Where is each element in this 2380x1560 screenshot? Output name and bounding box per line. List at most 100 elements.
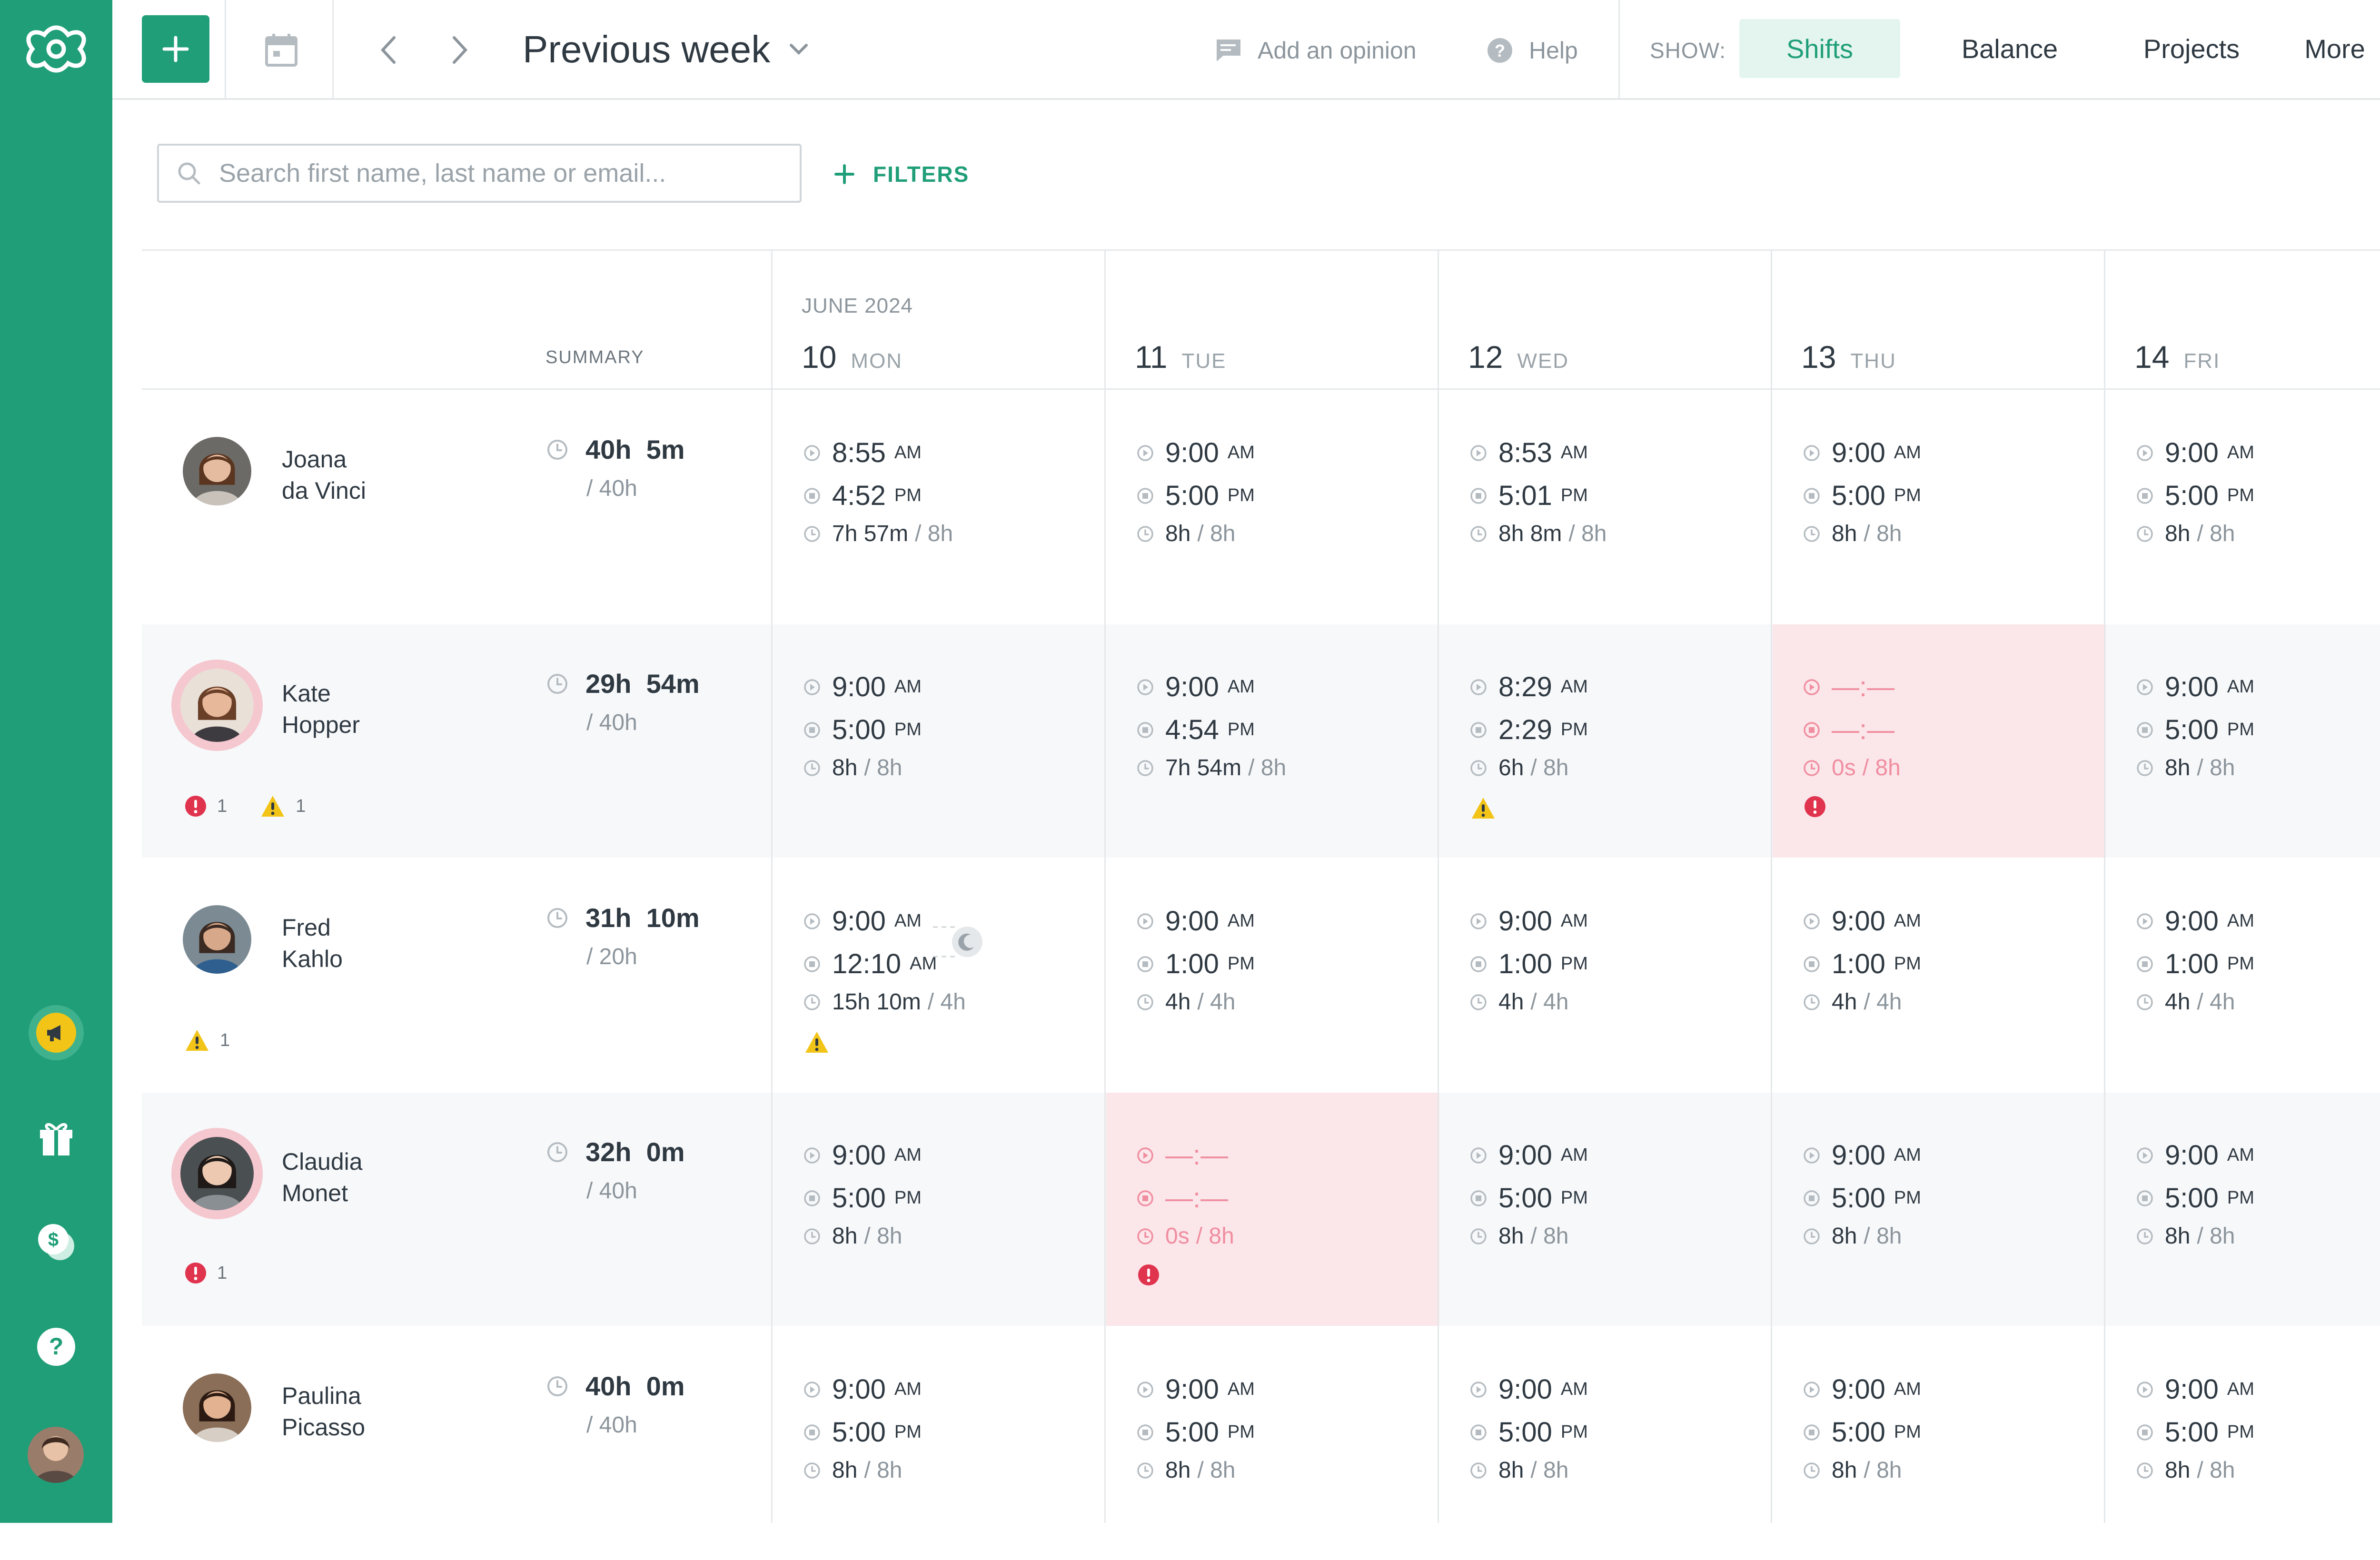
clock-in-icon: [1137, 913, 1153, 929]
shift-cell[interactable]: —:— —:— 0s/ 8h: [1106, 1093, 1439, 1326]
tab-projects[interactable]: Projects: [2143, 33, 2240, 64]
tab-more[interactable]: More: [2271, 19, 2380, 78]
gift-icon: [40, 1123, 72, 1155]
search-icon: [178, 162, 200, 185]
end-time: —:—: [1165, 1183, 1229, 1214]
warning-flag[interactable]: [804, 1030, 829, 1057]
clock-out-icon: [804, 956, 820, 972]
summary-hours: 29h: [585, 669, 632, 699]
add-opinion-button[interactable]: Add an opinion: [1216, 27, 1417, 74]
shift-cell[interactable]: 9:00 AM 5:00 PM 8h/ 8h: [1439, 1327, 1773, 1560]
employee-name[interactable]: Paulina Picasso: [282, 1380, 365, 1443]
shift-cell[interactable]: 9:00 AM 5:00 PM 8h/ 8h: [2106, 390, 2380, 623]
employee-avatar[interactable]: [183, 905, 251, 974]
employee-name[interactable]: Claudia Monet: [282, 1146, 363, 1209]
next-period-button[interactable]: [436, 24, 484, 76]
worked-duration: 4h/ 4h: [1470, 989, 1568, 1015]
end-time: 1:00: [1498, 948, 1552, 979]
shift-cell[interactable]: 8:55 AM 4:52 PM 7h 57m/ 8h: [773, 390, 1106, 623]
end-ampm: PM: [1227, 954, 1255, 974]
shift-cell[interactable]: 9:00 AM 1:00 PM 4h/ 4h: [1106, 859, 1439, 1092]
expected-hours: / 8h: [1197, 1458, 1236, 1483]
duration-value: 15h 10m: [832, 989, 921, 1015]
help-center-button[interactable]: ?: [28, 1318, 85, 1375]
add-button[interactable]: [142, 15, 209, 83]
warning-flag[interactable]: [1471, 796, 1496, 823]
shift-cell[interactable]: —:— —:— 0s/ 8h: [1773, 624, 2106, 858]
clock-in-icon: [804, 1147, 820, 1164]
calendar-button[interactable]: [255, 24, 307, 76]
employee-name[interactable]: Joana da Vinci: [282, 444, 366, 506]
employee-name[interactable]: Fred Kahlo: [282, 912, 343, 975]
start-time: 8:55: [832, 437, 886, 468]
column-divider: [1104, 249, 1106, 1523]
shift-cell[interactable]: 9:00 AM 5:00 PM 8h/ 8h: [1773, 1327, 2106, 1560]
shift-cell[interactable]: 9:00 AM 5:00 PM 8h/ 8h: [2106, 624, 2380, 858]
employee-name[interactable]: Kate Hopper: [282, 678, 360, 741]
shift-cell[interactable]: 9:00 AM 5:00 PM 8h/ 8h: [1773, 1093, 2106, 1326]
tab-balance[interactable]: Balance: [1961, 33, 2058, 64]
shift-cell[interactable]: 9:00 AM 5:00 PM 8h/ 8h: [773, 1093, 1106, 1326]
shift-cell[interactable]: 9:00 AM 5:00 PM 8h/ 8h: [2106, 1093, 2380, 1326]
filters-button[interactable]: FILTERS: [834, 150, 969, 198]
help-button[interactable]: ? Help: [1487, 27, 1578, 74]
previous-period-button[interactable]: [365, 24, 412, 76]
shift-cell[interactable]: 9:00 AM 1:00 PM 4h/ 4h: [1773, 859, 2106, 1092]
shift-cell[interactable]: 9:00 AM 5:00 PM 8h/ 8h: [773, 1327, 1106, 1560]
employee-avatar[interactable]: [183, 437, 251, 505]
clock-in-time: 9:00 AM: [2136, 671, 2254, 703]
gift-button[interactable]: [28, 1109, 85, 1166]
shift-cell[interactable]: 9:00 AM 5:00 PM 8h/ 8h: [1439, 1093, 1773, 1326]
error-flag[interactable]: [1138, 1264, 1160, 1288]
shift-cell[interactable]: 9:00 AM 1:00 PM 4h/ 4h: [2106, 859, 2380, 1092]
shift-cell[interactable]: 9:00 AM 5:00 PM 8h/ 8h: [773, 624, 1106, 858]
app-logo-icon[interactable]: [18, 23, 94, 75]
end-ampm: PM: [1227, 720, 1255, 740]
day-number: 13: [1801, 339, 1836, 375]
employee-avatar[interactable]: [183, 1373, 251, 1442]
employee-cell[interactable]: Claudia Monet 1 32h 0m / 40h: [142, 1093, 770, 1326]
error-flag[interactable]: [1804, 796, 1826, 820]
day-header-thu: 13 THU: [1801, 339, 1896, 375]
shift-cell[interactable]: 9:00 AM 4:54 PM 7h 54m/ 8h: [1106, 624, 1439, 858]
end-ampm: PM: [2227, 1188, 2254, 1208]
shift-cell[interactable]: 9:00 AM 5:00 PM 8h/ 8h: [2106, 1327, 2380, 1560]
user-avatar[interactable]: [28, 1427, 84, 1483]
employee-cell[interactable]: Joana da Vinci 40h 5m / 40h: [142, 390, 770, 623]
employee-cell[interactable]: Paulina Picasso 40h 0m / 40h: [142, 1327, 770, 1560]
start-ampm: AM: [2227, 1379, 2254, 1399]
clock-out-icon: [1137, 1190, 1153, 1206]
start-time: 9:00: [2165, 1140, 2219, 1171]
clock-in-icon: [1137, 1147, 1153, 1164]
shift-cell[interactable]: 9:00 AM 5:00 PM 8h/ 8h: [1773, 390, 2106, 623]
duration-icon: [2137, 1228, 2153, 1244]
shift-cell[interactable]: 9:00 AM 1:00 PM 4h/ 4h: [1439, 859, 1773, 1092]
error-icon: [185, 795, 207, 817]
tab-shifts[interactable]: Shifts: [1739, 19, 1900, 78]
shift-cell[interactable]: 9:00 AM 5:00 PM 8h/ 8h: [1106, 1327, 1439, 1560]
clock-out-icon: [804, 1424, 820, 1441]
summary-target: / 40h: [586, 710, 637, 735]
duration-value: 8h: [1165, 521, 1191, 546]
shift-cell[interactable]: 9:00 AM 12:10 AM 15h 10m/ 4h: [773, 859, 1106, 1092]
duration-icon: [1137, 994, 1153, 1010]
shift-cell[interactable]: 8:29 AM 2:29 PM 6h/ 8h: [1439, 624, 1773, 858]
end-time: 5:00: [2165, 1183, 2219, 1214]
shift-cell[interactable]: 8:53 AM 5:01 PM 8h 8m/ 8h: [1439, 390, 1773, 623]
end-time: 1:00: [2165, 948, 2219, 979]
announcements-button[interactable]: [28, 1004, 85, 1061]
shift-cell[interactable]: 9:00 AM 5:00 PM 8h/ 8h: [1106, 390, 1439, 623]
search-input[interactable]: [218, 158, 753, 188]
expected-hours: / 8h: [1864, 1458, 1902, 1483]
period-selector[interactable]: Previous week: [523, 21, 808, 78]
employee-cell[interactable]: Fred Kahlo 1 31h 10m / 20h: [142, 859, 770, 1092]
employee-avatar[interactable]: [171, 660, 263, 751]
clock-out-time: —:—: [1803, 714, 1903, 746]
clock-out-icon: [2137, 1190, 2153, 1206]
payments-button[interactable]: $: [28, 1214, 85, 1271]
column-divider: [771, 249, 773, 1523]
day-header-mon: 10 MON: [802, 339, 902, 375]
employee-avatar[interactable]: [171, 1128, 263, 1219]
end-ampm: PM: [1560, 1422, 1588, 1442]
